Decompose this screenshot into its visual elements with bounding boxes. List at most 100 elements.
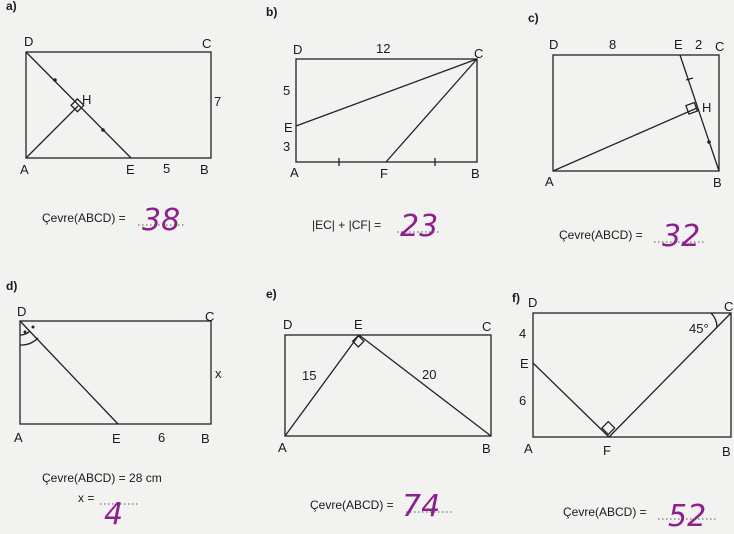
- problem-c-label-c: C: [715, 39, 724, 54]
- problem-e-length-eb: 20: [422, 367, 436, 382]
- problem-c: c) D E C H A B 8 2 Çevre(ABCD) = 32: [528, 11, 724, 254]
- problem-f-label-c: C: [724, 299, 733, 314]
- problem-a: a) D C H A E B 5 7 Çevre(ABCD) = 38: [6, 0, 221, 238]
- problem-f-right-angle-mark: [601, 420, 616, 436]
- problem-c-label-b: B: [713, 175, 722, 190]
- problem-a-length-eb: 5: [163, 161, 170, 176]
- problem-f-tag: f): [512, 291, 520, 305]
- problem-c-length-de: 8: [609, 37, 616, 52]
- problem-b-label-e: E: [284, 120, 293, 135]
- problem-a-tick-he: [101, 128, 105, 132]
- problem-e-label-a: A: [278, 440, 287, 455]
- problem-c-tick-eh: [685, 77, 694, 81]
- problem-d-label-c: C: [205, 309, 214, 324]
- problem-e-segment-eb: [358, 334, 492, 437]
- problem-c-caption: Çevre(ABCD) =: [559, 228, 643, 242]
- problem-d-rectangle: [19, 320, 212, 425]
- problem-d-label-e: E: [112, 431, 121, 446]
- problem-d: d) D C A E B 6 x Çevre(ABCD) = 28 cm x =…: [6, 279, 222, 532]
- problem-d-angle-dot-1: [23, 330, 27, 334]
- problem-a-label-a: A: [20, 162, 29, 177]
- problem-d-angle-arc-outer: [19, 337, 39, 346]
- problem-f-segment-fc: [608, 312, 732, 438]
- problem-a-tag: a): [6, 0, 17, 13]
- problem-b-rectangle: [295, 58, 478, 163]
- problem-d-label-a: A: [14, 430, 23, 445]
- problem-c-length-ec: 2: [695, 37, 702, 52]
- problem-d-tag: d): [6, 279, 17, 293]
- problem-b-label-a: A: [290, 165, 299, 180]
- problem-d-label-d: D: [17, 304, 26, 319]
- problem-b-segment-fc: [385, 58, 478, 163]
- problem-a-diagonal-de: [25, 51, 132, 159]
- problem-c-segment-eb: [679, 54, 720, 172]
- problem-e-label-b: B: [482, 441, 491, 456]
- problem-a-tick-dh: [53, 78, 57, 82]
- problem-e-tag: e): [266, 287, 277, 301]
- problem-b-segment-ec: [295, 58, 478, 127]
- problem-a-label-h: H: [82, 92, 91, 107]
- problem-b-answer: 23: [400, 209, 438, 244]
- problem-b-caption: |EC| + |CF| =: [312, 218, 381, 232]
- problem-d-length-x: x: [215, 366, 222, 381]
- problem-f-length-de: 4: [519, 326, 526, 341]
- problem-f-caption: Çevre(ABCD) =: [563, 505, 647, 519]
- problem-f: f) D C E A F B 4 6 45° Çevre(ABCD) = 52: [512, 291, 733, 534]
- problem-e-rectangle: [284, 334, 492, 437]
- problem-e-label-c: C: [482, 319, 491, 334]
- problem-f-rectangle: [532, 312, 732, 438]
- problem-b-length-ea: 3: [283, 139, 290, 154]
- problem-a-label-d: D: [24, 34, 33, 49]
- problem-d-label-b: B: [201, 431, 210, 446]
- problem-c-label-e: E: [674, 37, 683, 52]
- problem-c-rectangle: [552, 54, 720, 172]
- problem-d-length-eb: 6: [158, 430, 165, 445]
- problem-b: b) D C E A F B 12 5 3 |EC| + |CF| = 23: [266, 5, 483, 244]
- problem-f-label-a: A: [524, 441, 533, 456]
- problem-f-label-d: D: [528, 295, 537, 310]
- problem-e-right-angle-mark: [351, 334, 365, 348]
- problem-a-label-b: B: [200, 162, 209, 177]
- problem-c-label-h: H: [702, 100, 711, 115]
- problem-a-right-angle-mark: [70, 98, 85, 113]
- problem-b-label-b: B: [471, 166, 480, 181]
- problem-a-caption: Çevre(ABCD) =: [42, 211, 126, 225]
- problem-c-label-d: D: [549, 37, 558, 52]
- problem-c-label-a: A: [545, 174, 554, 189]
- problem-d-segment-de: [19, 320, 119, 425]
- problem-a-label-e: E: [126, 162, 135, 177]
- problem-b-label-c: C: [474, 46, 483, 61]
- problem-a-rectangle: [25, 51, 212, 159]
- problem-a-answer: 38: [142, 203, 180, 238]
- problem-d-angle-arc-inner: [19, 330, 31, 336]
- problem-c-answer: 32: [662, 219, 700, 254]
- problem-b-label-d: D: [293, 42, 302, 57]
- problem-e-caption: Çevre(ABCD) =: [310, 498, 394, 512]
- problem-c-segment-ah: [552, 107, 698, 172]
- problem-a-label-c: C: [202, 36, 211, 51]
- problem-f-label-e: E: [520, 356, 529, 371]
- problem-c-right-angle-mark: [685, 101, 699, 115]
- problem-f-angle-arc: [710, 312, 718, 328]
- problem-d-caption: Çevre(ABCD) = 28 cm: [42, 471, 162, 485]
- problem-e-length-ae: 15: [302, 368, 316, 383]
- problem-f-label-f: F: [603, 443, 611, 458]
- problem-a-segment-ah: [25, 105, 79, 159]
- problem-b-tag: b): [266, 5, 277, 19]
- problem-c-tag: c): [528, 11, 539, 25]
- problem-e-label-d: D: [283, 317, 292, 332]
- problem-d-caption-x: x =: [78, 491, 94, 505]
- problem-b-label-f: F: [380, 166, 388, 181]
- problem-f-angle-label: 45°: [689, 321, 709, 336]
- problem-e-answer: 74: [402, 489, 440, 524]
- problem-f-segment-ef: [532, 362, 610, 438]
- problem-e-segment-ae: [284, 334, 360, 437]
- problem-e: e) D E C A B 15 20 Çevre(ABCD) = 74: [266, 287, 492, 524]
- problem-f-length-ea: 6: [519, 393, 526, 408]
- problem-d-angle-dot-2: [31, 325, 35, 329]
- problem-f-answer: 52: [668, 499, 706, 534]
- problem-f-label-b: B: [722, 444, 731, 459]
- problem-d-answer: 4: [104, 497, 123, 532]
- problem-b-length-de: 5: [283, 83, 290, 98]
